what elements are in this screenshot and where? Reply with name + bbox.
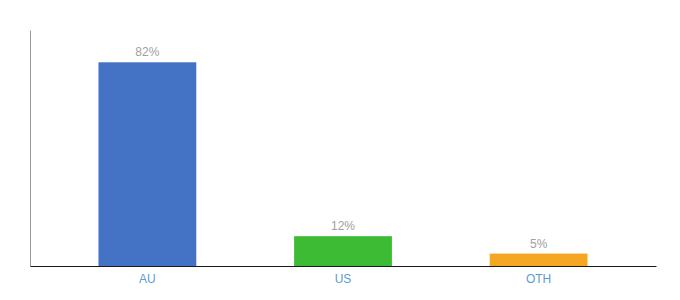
- x-tick: US: [335, 272, 352, 286]
- bar: [490, 254, 588, 266]
- x-tick: OTH: [526, 272, 551, 286]
- x-tick: AU: [139, 272, 156, 286]
- x-tick-label: OTH: [526, 272, 551, 286]
- data-label: 5%: [530, 237, 548, 251]
- x-axis: AU US OTH: [31, 267, 657, 286]
- marks: [98, 62, 587, 266]
- x-tick-label: US: [335, 272, 352, 286]
- data-label: 12%: [331, 219, 355, 233]
- x-tick-label: AU: [139, 272, 156, 286]
- y-axis-line: [30, 31, 31, 267]
- bar: [98, 62, 196, 266]
- data-labels: 82% 12% 5%: [135, 45, 547, 250]
- y-axis: [30, 31, 31, 267]
- chart-svg: AU US OTH 82% 12% 5%: [0, 0, 680, 300]
- data-label: 82%: [135, 45, 159, 59]
- x-axis-line: [31, 266, 657, 267]
- bar: [294, 236, 392, 266]
- chart-container: AU US OTH 82% 12% 5%: [0, 0, 680, 300]
